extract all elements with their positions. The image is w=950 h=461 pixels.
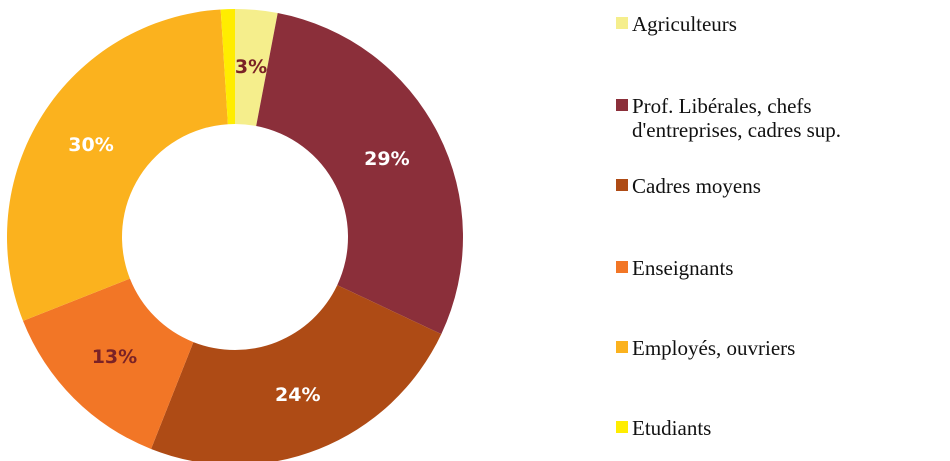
legend-swatch (616, 99, 628, 111)
donut-slice (23, 278, 194, 449)
legend-item: Agriculteurs (616, 12, 906, 36)
data-label: 13% (92, 346, 137, 368)
legend-swatch (616, 421, 628, 433)
donut: 3% 29% 24% 13% 30% (6, 9, 463, 461)
legend-label: Enseignants (632, 256, 734, 280)
legend-swatch (616, 179, 628, 191)
legend-label: Cadres moyens (632, 174, 761, 198)
data-label: 24% (275, 384, 320, 406)
data-label: 3% (235, 56, 267, 78)
legend-label: Agriculteurs (632, 12, 737, 36)
legend-swatch (616, 261, 628, 273)
legend-swatch (616, 341, 628, 353)
legend-item: Etudiants (616, 416, 906, 440)
data-label: 30% (68, 134, 113, 156)
data-label: 29% (364, 148, 409, 170)
donut-slice (220, 9, 235, 125)
legend-item: Prof. Libérales, chefs d'entreprises, ca… (616, 94, 906, 142)
legend-item: Employés, ouvriers (616, 336, 906, 360)
donut-slice (256, 13, 463, 335)
legend-item: Enseignants (616, 256, 906, 280)
donut-slice (151, 285, 442, 461)
legend-swatch (616, 17, 628, 29)
legend-label: Prof. Libérales, chefs d'entreprises, ca… (632, 94, 842, 142)
donut-slice (6, 9, 228, 321)
legend-label: Etudiants (632, 416, 712, 440)
legend-label: Employés, ouvriers (632, 336, 796, 360)
legend-item: Cadres moyens (616, 174, 906, 198)
donut-slice (235, 9, 278, 127)
